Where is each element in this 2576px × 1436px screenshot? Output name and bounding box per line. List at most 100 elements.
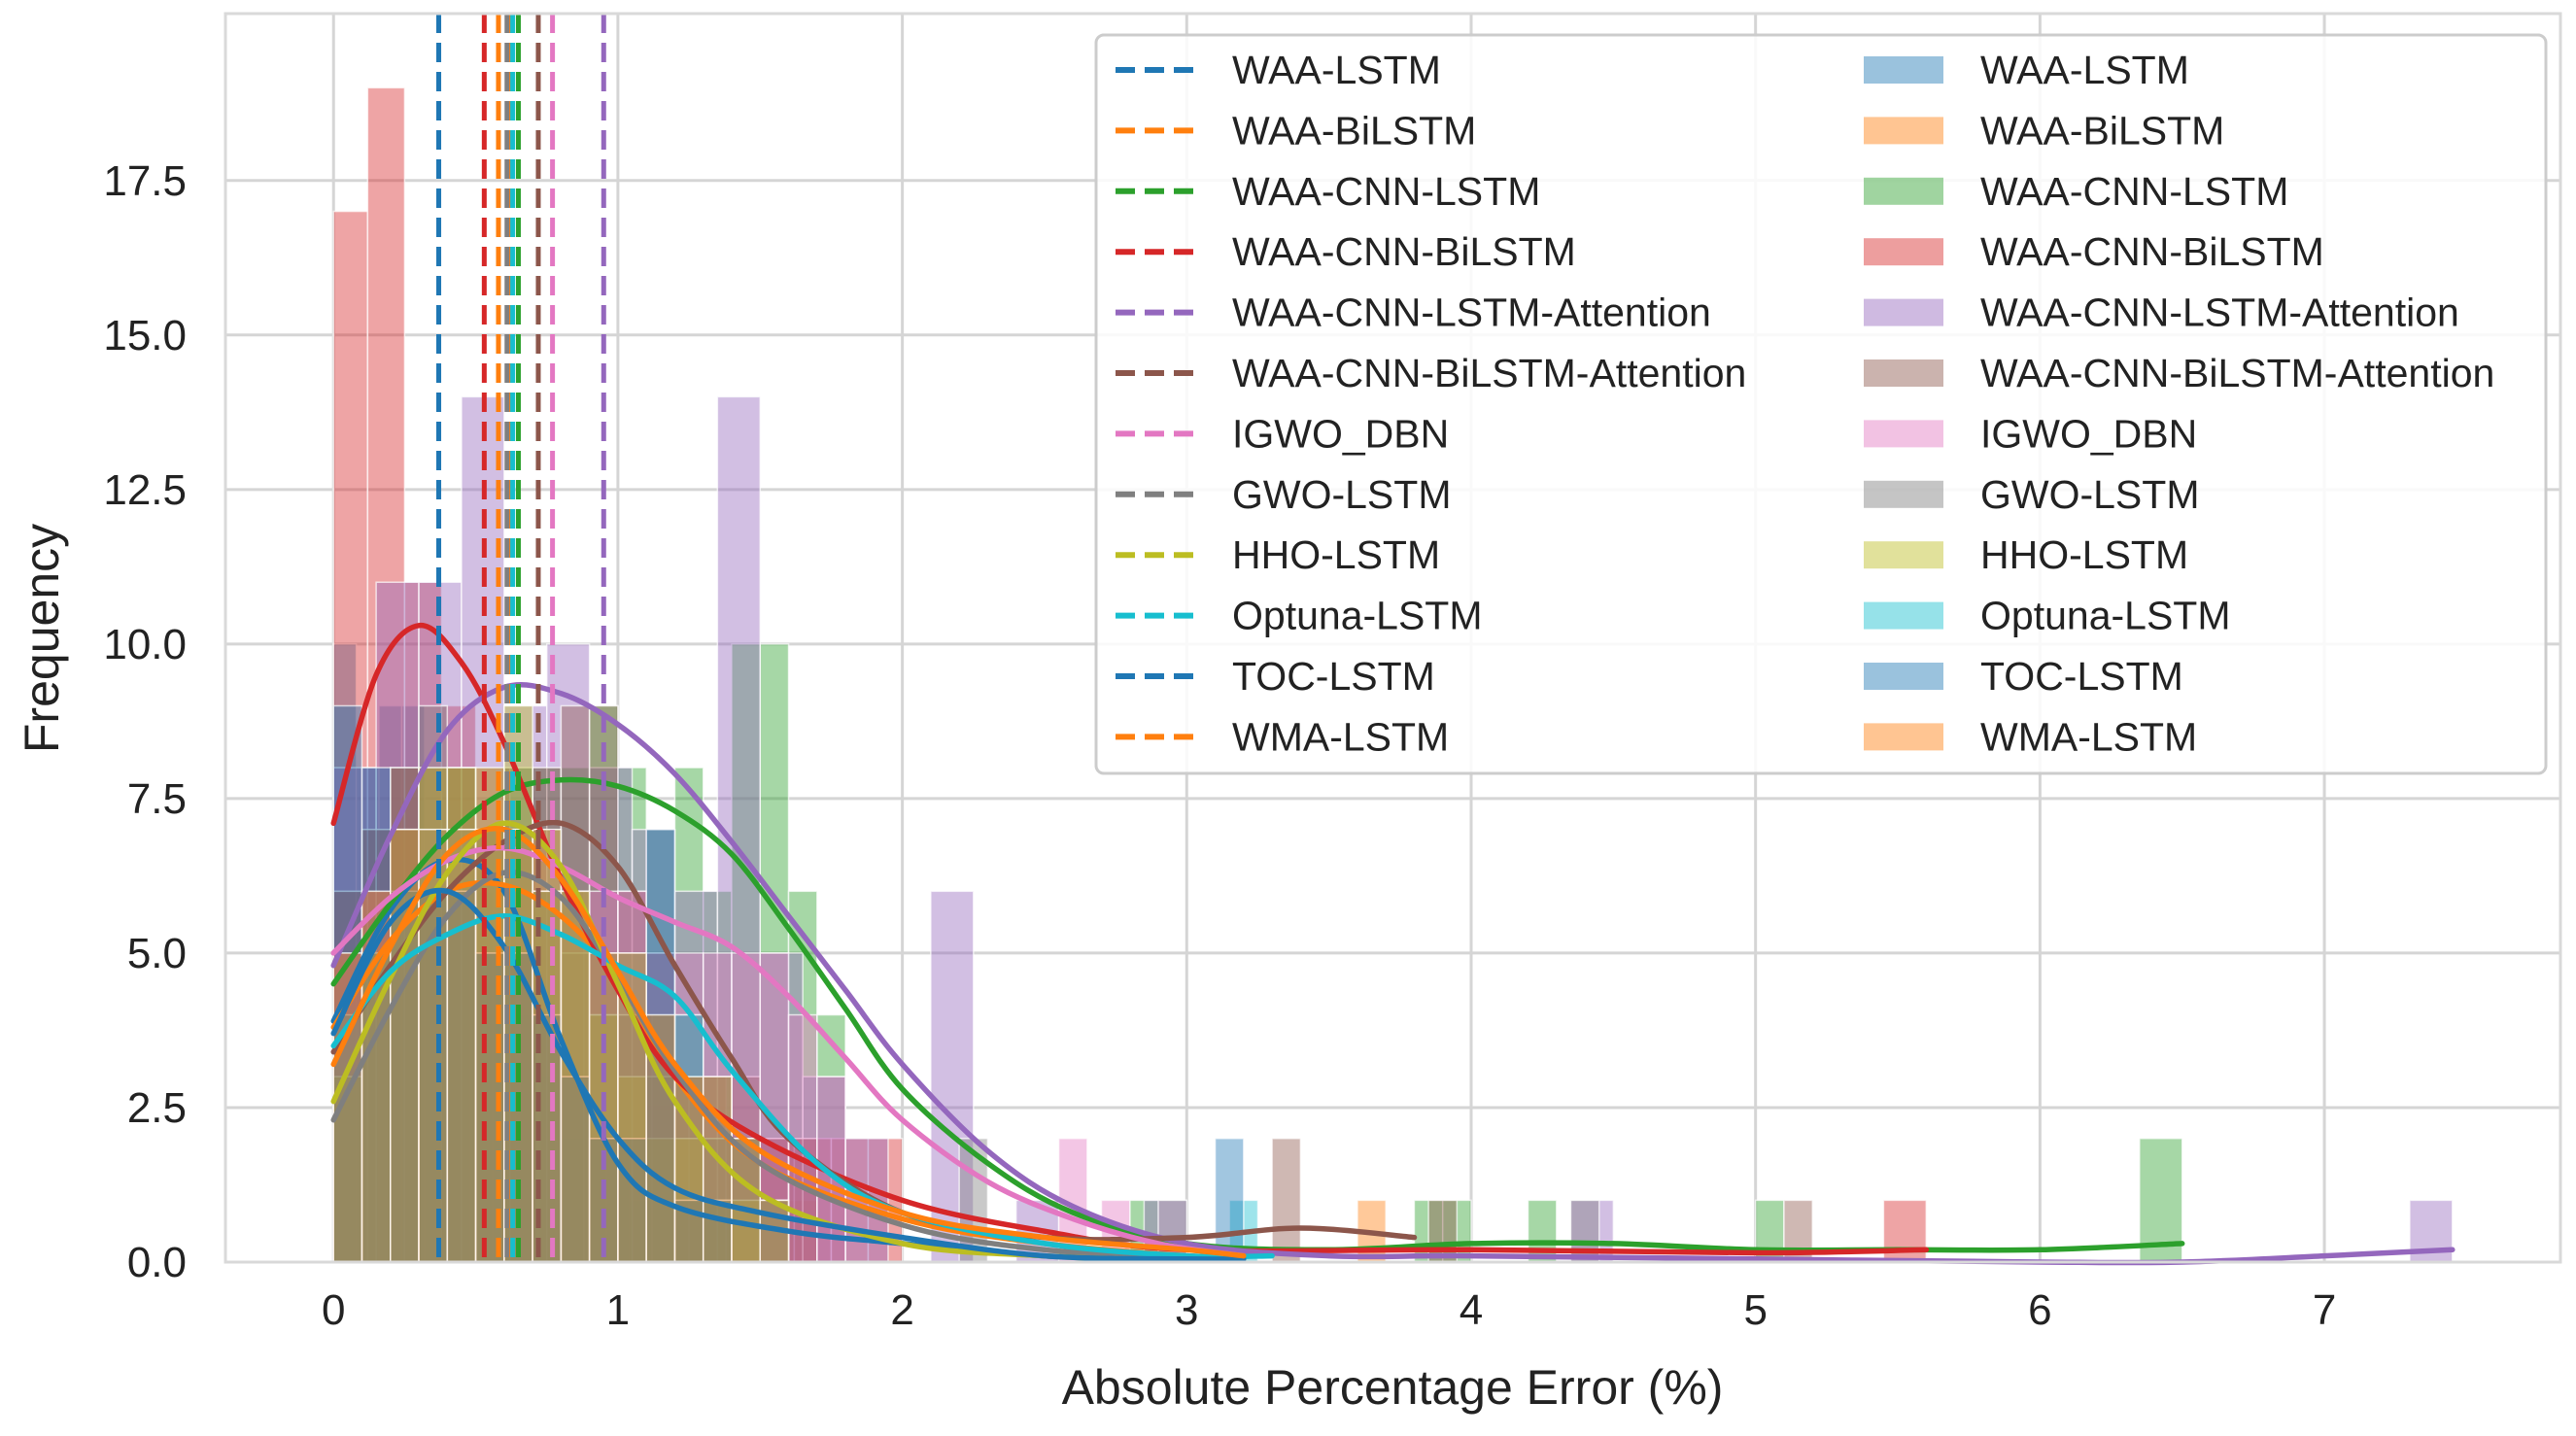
legend-item-line-toc-lstm: TOC-LSTM [1116,654,1435,699]
legend-item-line-optuna-lstm: Optuna-LSTM [1116,594,1483,638]
legend-label: WAA-LSTM [1980,48,2189,92]
legend-label: WAA-BiLSTM [1980,108,2224,153]
legend-label: TOC-LSTM [1980,654,2183,699]
legend-item-line-waa-bilstm: WAA-BiLSTM [1116,108,1476,153]
plot-frame [223,12,2562,1264]
legend-label: WAA-CNN-BiLSTM-Attention [1232,351,1746,395]
legend-label: WAA-BiLSTM [1232,108,1476,153]
legend-label: GWO-LSTM [1980,472,2199,517]
tick-labels-layer: 0 1 2 3 4 5 6 7 0.0 2.5 5.0 7.5 10.0 12.5 15.0 17.5 [103,157,2336,1334]
legend-label: WMA-LSTM [1980,714,2197,759]
x-tick-label: 1 [606,1286,630,1334]
legend-item-bar-waa-cnn-bilstm-attention: WAA-CNN-BiLSTM-Attention [1864,351,2494,395]
legend-item-line-hho-lstm: HHO-LSTM [1116,532,1440,577]
y-tick-label: 12.5 [103,466,187,514]
legend-label: WMA-LSTM [1232,714,1449,759]
legend-item-bar-optuna-lstm: Optuna-LSTM [1864,594,2231,638]
legend-label: WAA-CNN-LSTM [1232,169,1540,214]
y-tick-label: 17.5 [103,157,187,205]
legend-item-line-igwo-dbn: IGWO_DBN [1116,411,1449,456]
legend-label: WAA-CNN-LSTM [1980,169,2288,214]
x-tick-label: 0 [322,1286,345,1334]
legend-bar-swatch [1864,601,1943,630]
legend-label: WAA-CNN-BiLSTM [1232,229,1576,274]
legend-label: HHO-LSTM [1232,532,1440,577]
y-tick-label: 10.0 [103,621,187,668]
histogram-bar [1427,1199,1459,1263]
histogram-bar [418,704,449,1263]
kde-curve-toc-lstm [330,887,1247,1262]
legend-item-bar-waa-bilstm: WAA-BiLSTM [1864,108,2224,153]
legend-item-bar-hho-lstm: HHO-LSTM [1864,532,2188,577]
legend-bar-swatch [1864,177,1943,205]
histogram-bar [1214,1138,1245,1263]
legend-bar-swatch [1864,541,1943,569]
legend-item-line-gwo-lstm: GWO-LSTM [1116,472,1451,517]
y-tick-label: 0.0 [127,1239,187,1286]
legend-bar-swatch [1864,420,1943,448]
legend-label: WAA-CNN-BiLSTM-Attention [1980,351,2494,395]
legend-label: Optuna-LSTM [1232,594,1483,638]
legend-item-line-waa-cnn-lstm-attention: WAA-CNN-LSTM-Attention [1116,291,1711,335]
legend-item-line-waa-cnn-bilstm-attention: WAA-CNN-BiLSTM-Attention [1116,351,1746,395]
legend-bar-swatch [1864,56,1943,84]
legend-label: WAA-CNN-LSTM-Attention [1980,291,2459,335]
legend-item-bar-toc-lstm: TOC-LSTM [1864,654,2183,699]
x-tick-label: 3 [1175,1286,1198,1334]
legend-item-bar-waa-lstm: WAA-LSTM [1864,48,2189,92]
x-tick-label: 6 [2028,1286,2051,1334]
legend-label: WAA-CNN-BiLSTM [1980,229,2324,274]
histogram-bar [560,1076,591,1263]
y-axis-title: Frequency [15,524,69,753]
legend-label: IGWO_DBN [1980,411,2197,456]
y-tick-label: 15.0 [103,312,187,359]
legend-item-line-waa-lstm: WAA-LSTM [1116,48,1441,92]
legend-bar-swatch [1864,723,1943,751]
kde-curve-waa-cnn-bilstm-attention [330,819,1418,1243]
y-tick-label: 7.5 [127,775,187,823]
legend-bar-swatch [1864,238,1943,266]
x-tick-label: 4 [1460,1286,1483,1334]
legend-label: Optuna-LSTM [1980,594,2231,638]
legend-item-bar-waa-cnn-lstm-attention: WAA-CNN-LSTM-Attention [1864,291,2459,335]
legend-bar-swatch [1864,117,1943,145]
legend-label: TOC-LSTM [1232,654,1435,699]
kde-curve-hho-lstm [330,820,1133,1262]
legend-item-bar-waa-cnn-lstm: WAA-CNN-LSTM [1864,169,2288,214]
histogram-bar [651,1076,690,1263]
x-axis-title: Absolute Percentage Error (%) [1062,1360,1724,1415]
x-tick-label: 5 [1743,1286,1767,1334]
legend-item-line-wma-lstm: WMA-LSTM [1116,714,1449,759]
legend-label: IGWO_DBN [1232,411,1449,456]
legend: WAA-LSTM WAA-LSTM WAA-BiLSTM WAA-BiLSTM WAA-… [1094,33,2548,775]
kde-curve-optuna-lstm [330,913,1275,1260]
legend-item-line-waa-cnn-lstm: WAA-CNN-LSTM [1116,169,1540,214]
histogram-bar [390,767,420,1263]
kde-curve-waa-cnn-bilstm [330,623,1930,1256]
legend-item-line-waa-cnn-bilstm: WAA-CNN-BiLSTM [1116,229,1576,274]
y-tick-label: 2.5 [127,1084,187,1132]
legend-item-bar-gwo-lstm: GWO-LSTM [1864,472,2199,517]
legend-box [1094,33,2548,775]
legend-label: WAA-CNN-LSTM-Attention [1232,291,1711,335]
histogram-bar [702,1199,733,1263]
mean-lines-layer [436,14,606,1262]
y-tick-label: 5.0 [127,930,187,977]
legend-item-bar-igwo-dbn: IGWO_DBN [1864,411,2197,456]
x-tick-label: 2 [890,1286,913,1334]
histogram-bar [617,1138,647,1263]
legend-item-bar-waa-cnn-bilstm: WAA-CNN-BiLSTM [1864,229,2324,274]
legend-label: HHO-LSTM [1980,532,2188,577]
legend-bar-swatch [1864,298,1943,326]
legend-label: WAA-LSTM [1232,48,1441,92]
legend-bar-swatch [1864,663,1943,690]
histogram-bar [390,767,420,1263]
legend-bar-swatch [1864,480,1943,508]
x-tick-label: 7 [2313,1286,2336,1334]
histogram-bar [1271,1138,1302,1263]
legend-label: GWO-LSTM [1232,472,1451,517]
legend-item-bar-wma-lstm: WMA-LSTM [1864,714,2197,759]
legend-bar-swatch [1864,359,1943,387]
